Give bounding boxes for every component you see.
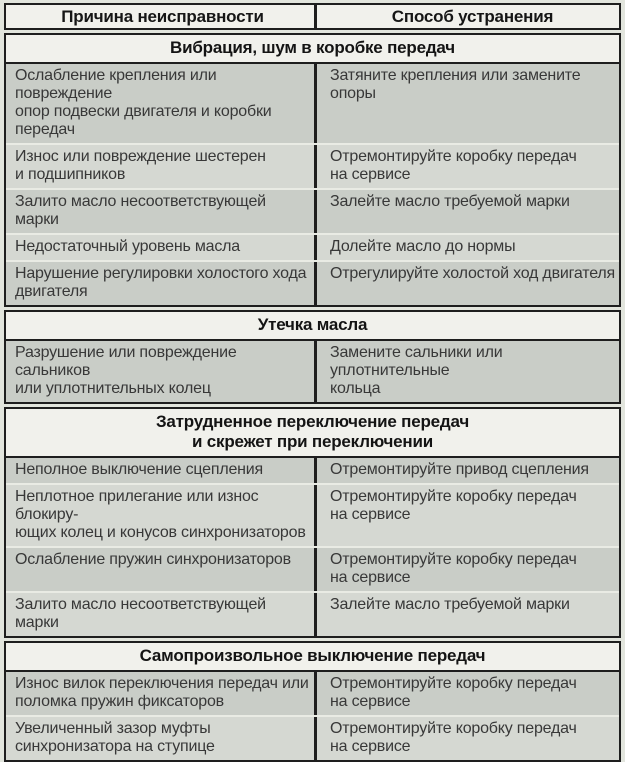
cause-cell: Нарушение регулировки холостого хода дви… xyxy=(6,262,317,305)
remedy-cell: Отремонтируйте коробку передач на сервис… xyxy=(317,672,619,715)
fault-section: Затрудненное переключение передач и скре… xyxy=(4,407,621,638)
remedy-cell: Долейте масло до нормы xyxy=(317,235,619,260)
table-row: Износ вилок переключения передач или пол… xyxy=(6,672,619,715)
cause-cell: Увеличенный зазор муфты синхронизатора н… xyxy=(6,717,317,760)
table-row: Увеличенный зазор муфты синхронизатора н… xyxy=(6,715,619,760)
remedy-cell: Отремонтируйте коробку передач на сервис… xyxy=(317,548,619,591)
table-row: Залито масло несоответствующей марки Зале… xyxy=(6,188,619,233)
cause-cell: Разрушение или повреждение сальников или… xyxy=(6,341,317,402)
fault-sections-container: Вибрация, шум в коробке передач Ослаблени… xyxy=(4,33,621,762)
table-row: Неплотное прилегание или износ блокиру- … xyxy=(6,483,619,546)
cause-cell: Залито масло несоответствующей марки xyxy=(6,593,317,636)
remedy-cell: Отремонтируйте коробку передач на сервис… xyxy=(317,145,619,188)
table-row: Ослабление пружин синхронизаторов Отремон… xyxy=(6,546,619,591)
fault-section: Вибрация, шум в коробке передач Ослаблени… xyxy=(4,33,621,307)
table-row: Недостаточный уровень масла Долейте масло… xyxy=(6,233,619,260)
section-title: Вибрация, шум в коробке передач xyxy=(6,35,619,64)
remedy-cell: Затяните крепления или замените опоры xyxy=(317,64,619,143)
table-row: Износ или повреждение шестерен и подшипн… xyxy=(6,143,619,188)
cause-cell: Неплотное прилегание или износ блокиру- … xyxy=(6,485,317,546)
table-row: Ослабление крепления или повреждение опо… xyxy=(6,64,619,143)
remedy-cell: Замените сальники или уплотнительные кол… xyxy=(317,341,619,402)
table-header-row: Причина неисправности Способ устранения xyxy=(6,5,619,28)
cause-cell: Залито масло несоответствующей марки xyxy=(6,190,317,233)
table-row: Неполное выключение сцепления Отремонтиру… xyxy=(6,458,619,483)
remedy-cell: Отрегулируйте холостой ход двигателя xyxy=(317,262,619,305)
table-row: Нарушение регулировки холостого хода дви… xyxy=(6,260,619,305)
section-title: Утечка масла xyxy=(6,312,619,341)
remedy-cell: Залейте масло требуемой марки xyxy=(317,593,619,636)
cause-cell: Ослабление пружин синхронизаторов xyxy=(6,548,317,591)
remedy-cell: Отремонтируйте коробку передач на сервис… xyxy=(317,485,619,546)
remedy-cell: Отремонтируйте привод сцепления xyxy=(317,458,619,483)
cause-cell: Ослабление крепления или повреждение опо… xyxy=(6,64,317,143)
column-header-remedy: Способ устранения xyxy=(317,5,619,28)
table-header-block: Причина неисправности Способ устранения xyxy=(4,3,621,30)
section-title: Самопроизвольное выключение передач xyxy=(6,643,619,672)
cause-cell: Неполное выключение сцепления xyxy=(6,458,317,483)
fault-section: Самопроизвольное выключение передач Износ… xyxy=(4,641,621,762)
cause-cell: Износ вилок переключения передач или пол… xyxy=(6,672,317,715)
cause-cell: Недостаточный уровень масла xyxy=(6,235,317,260)
section-title: Затрудненное переключение передач и скре… xyxy=(6,409,619,458)
table-row: Разрушение или повреждение сальников или… xyxy=(6,341,619,402)
remedy-cell: Залейте масло требуемой марки xyxy=(317,190,619,233)
cause-cell: Износ или повреждение шестерен и подшипн… xyxy=(6,145,317,188)
column-header-cause: Причина неисправности xyxy=(6,5,317,28)
table-row: Залито масло несоответствующей марки Зале… xyxy=(6,591,619,636)
remedy-cell: Отремонтируйте коробку передач на сервис… xyxy=(317,717,619,760)
fault-section: Утечка масла Разрушение или повреждение с… xyxy=(4,310,621,404)
